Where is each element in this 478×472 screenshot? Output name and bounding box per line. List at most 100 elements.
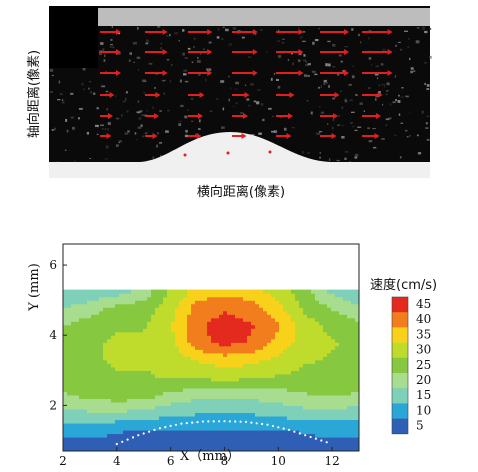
heatmap-cell [99, 356, 104, 361]
heatmap-cell [63, 293, 68, 298]
heatmap-cell [223, 359, 228, 364]
heatmap-cell [163, 370, 168, 375]
heatmap-cell [151, 380, 156, 385]
heatmap-cell [271, 303, 276, 308]
heatmap-cell [63, 324, 68, 329]
heatmap-cell [239, 408, 244, 414]
heatmap-cell [227, 433, 232, 438]
heatmap-cell [83, 447, 88, 451]
heatmap-cell [79, 412, 84, 417]
heatmap-cell [287, 384, 292, 389]
wall-dot [142, 432, 145, 435]
speckle [82, 67, 86, 71]
heatmap-cell [303, 342, 308, 347]
heatmap-cell [275, 366, 280, 371]
heatmap-cell [343, 324, 348, 329]
heatmap-cell [283, 335, 288, 340]
heatmap-cell [231, 433, 236, 438]
speckle [409, 135, 411, 137]
heatmap-cell [147, 317, 152, 322]
heatmap-cell [91, 324, 96, 329]
heatmap-cell [355, 356, 359, 361]
heatmap-cell [339, 370, 344, 375]
heatmap-cell [79, 293, 84, 298]
heatmap-cell [75, 422, 80, 428]
heatmap-cell [115, 384, 120, 389]
speckle [417, 152, 422, 155]
heatmap-cell [207, 415, 212, 421]
heatmap-cell [251, 356, 256, 361]
heatmap-cell [199, 405, 204, 410]
heatmap-cell [79, 394, 84, 399]
speckle [314, 39, 319, 42]
heatmap-cell [315, 377, 320, 382]
heatmap-cell [223, 352, 228, 357]
speckle [152, 106, 154, 110]
heatmap-cell [351, 380, 356, 385]
heatmap-cell [251, 303, 256, 308]
heatmap-cell [231, 321, 236, 326]
heatmap-cell [151, 405, 156, 410]
heatmap-cell [119, 363, 124, 368]
heatmap-cell [135, 363, 140, 368]
heatmap-cell [91, 321, 96, 326]
speckle [253, 100, 257, 103]
speckle [100, 42, 104, 45]
heatmap-cell [287, 415, 292, 421]
heatmap-cell [315, 373, 320, 378]
heatmap-cell [331, 377, 336, 382]
heatmap-cell [107, 443, 112, 449]
heatmap-cell [175, 440, 180, 445]
heatmap-cell [139, 443, 144, 449]
heatmap-cell [287, 412, 292, 417]
heatmap-cell [95, 307, 100, 312]
speckle [354, 153, 359, 157]
heatmap-cell [139, 352, 144, 357]
heatmap-cell [91, 436, 96, 442]
heatmap-cell [199, 377, 204, 382]
speckle [208, 68, 212, 72]
heatmap-cell [187, 436, 192, 442]
heatmap-cell [147, 401, 152, 406]
heatmap-cell [235, 419, 240, 424]
heatmap-cell [127, 345, 132, 350]
heatmap-cell [179, 307, 184, 312]
heatmap-cell [215, 321, 220, 326]
heatmap-cell [167, 359, 172, 364]
heatmap-cell [267, 317, 272, 322]
heatmap-cell [307, 349, 312, 354]
heatmap-cell [179, 412, 184, 417]
heatmap-cell [143, 366, 148, 371]
heatmap-cell [71, 335, 76, 340]
colorbar-swatch [392, 418, 408, 435]
speckle [136, 139, 138, 141]
heatmap-cell [311, 384, 316, 389]
heatmap-cell [115, 321, 120, 326]
heatmap-cell [115, 405, 120, 410]
heatmap-cell [119, 443, 124, 449]
heatmap-cell [171, 349, 176, 354]
heatmap-cell [115, 342, 120, 347]
heatmap-cell [191, 440, 196, 445]
heatmap-cell [67, 373, 72, 378]
speckle [298, 27, 300, 29]
heatmap-cell [103, 356, 108, 361]
heatmap-cell [163, 426, 168, 431]
heatmap-cell [155, 370, 160, 375]
heatmap-cell [111, 363, 116, 368]
heatmap-cell [119, 359, 124, 364]
speckle [397, 100, 401, 103]
heatmap-cell [159, 440, 164, 445]
heatmap-cell [191, 429, 196, 435]
heatmap-cell [263, 443, 268, 449]
heatmap-cell [115, 408, 120, 414]
heatmap-cell [235, 405, 240, 410]
heatmap-cell [311, 328, 316, 333]
heatmap-cell [67, 293, 72, 298]
heatmap-cell [227, 352, 232, 357]
speckle [96, 107, 99, 110]
heatmap-cell [279, 356, 284, 361]
heatmap-cell [351, 419, 356, 424]
heatmap-cell [299, 419, 304, 424]
heatmap-cell [95, 405, 100, 410]
